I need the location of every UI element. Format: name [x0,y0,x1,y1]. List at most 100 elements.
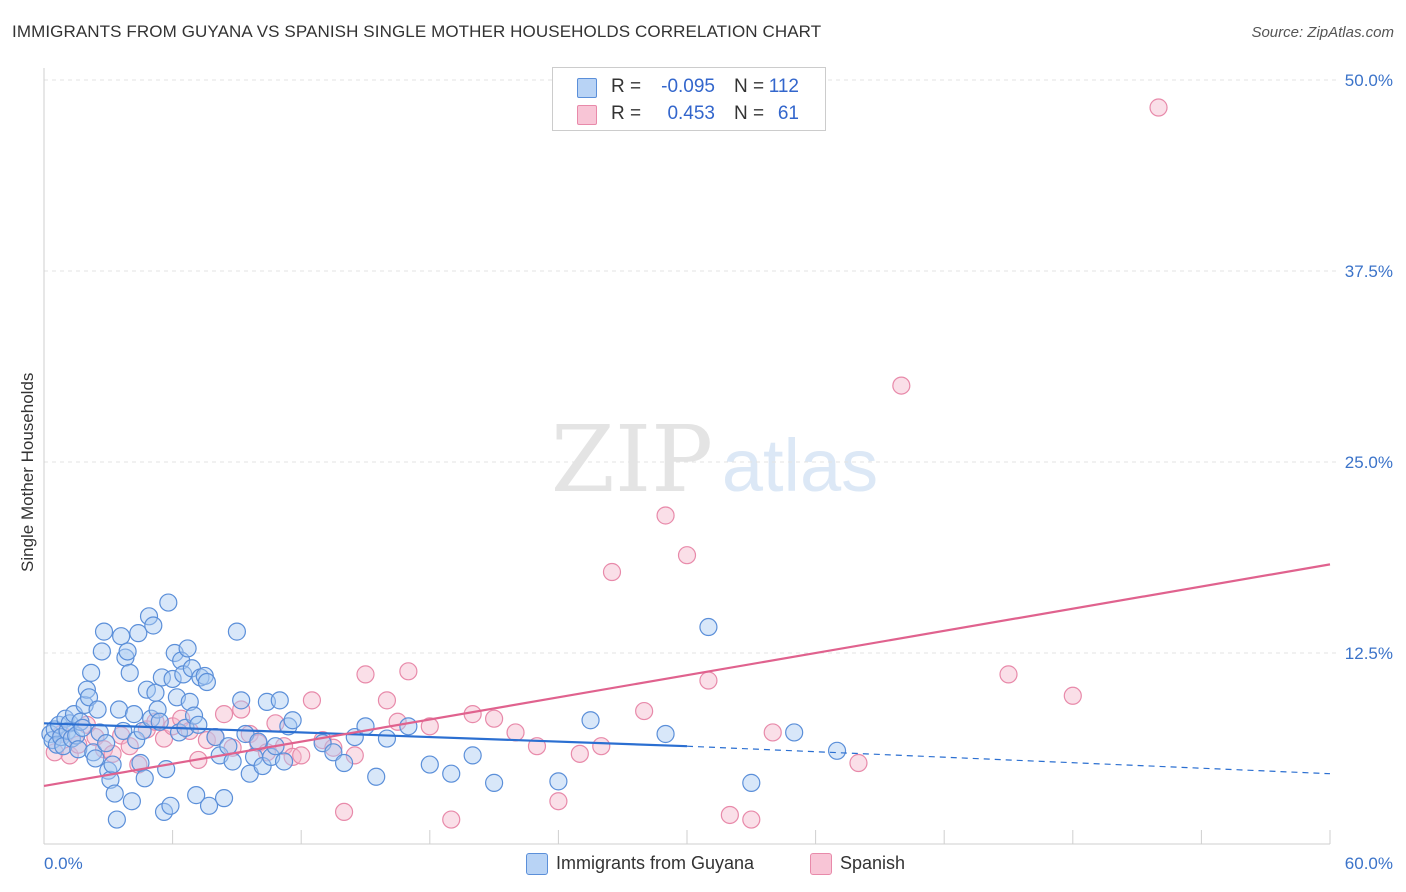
data-point [442,764,461,783]
data-point [999,665,1018,684]
data-point [67,726,86,745]
data-point [150,712,169,731]
data-point [549,772,568,791]
y-tick-label: 37.5% [1345,262,1393,281]
data-point [274,752,294,771]
data-point [184,706,204,725]
r-label: R = [611,76,642,97]
data-point [120,663,139,682]
data-point [592,737,611,756]
data-point [129,624,148,643]
legend-swatch-spanish [810,853,832,875]
data-point [302,691,322,710]
guyana-trend-line [43,722,688,748]
data-point [199,796,219,815]
data-point [103,755,122,774]
data-point [178,639,197,658]
data-point [720,805,739,825]
data-point [367,767,386,786]
data-point [118,642,137,661]
data-point [144,616,163,635]
guyana-swatch [577,78,597,98]
data-point [283,711,302,730]
n-value: 61 [777,103,799,124]
data-point [103,744,122,763]
data-point [656,506,675,525]
source-label: Source: ZipAtlas.com [1251,24,1394,41]
legend-label-guyana: Immigrants from Guyana [556,853,755,873]
data-point [112,627,131,646]
data-point [105,784,124,803]
data-point [677,546,697,565]
data-point [82,663,101,682]
guyana-points [41,593,847,829]
y-tick-label: 25.0% [1345,453,1393,472]
n-label: N = [734,76,765,97]
data-point [420,717,439,736]
watermark-zip: ZIP [551,406,713,513]
n-value: 112 [768,76,799,97]
data-point [1149,98,1168,117]
data-point [122,792,141,811]
data-point [97,734,116,753]
axes [43,68,1331,845]
data-point [180,692,199,711]
watermark: ZIP atlas [551,406,878,513]
data-point [581,711,600,730]
trend-lines [43,563,1331,788]
data-point [420,755,439,774]
data-point [124,705,144,724]
x-tick-labels: 0.0% 60.0% [44,854,1393,873]
data-point [377,729,397,748]
data-point [324,738,343,757]
data-point [187,786,206,805]
chart-title: IMMIGRANTS FROM GUYANA VS SPANISH SINGLE… [12,22,822,41]
data-point [849,753,868,773]
data-point [742,773,761,792]
data-point [399,717,418,736]
data-point [699,671,718,690]
data-point [602,562,622,582]
legend-swatch-guyana [526,853,548,875]
data-point [334,753,354,773]
data-point [485,709,504,728]
x-tick-label: 60.0% [1345,854,1393,873]
data-point [73,718,92,737]
data-point [163,669,182,689]
data-point [827,741,847,760]
data-point [292,746,311,765]
data-point [324,743,343,762]
data-point [159,593,178,612]
data-point [334,802,354,822]
data-point [270,691,289,710]
data-point [892,376,911,395]
data-point [107,810,126,829]
r-value: -0.095 [661,76,715,97]
data-point [570,744,589,763]
n-label: N = [734,103,765,124]
data-point [785,723,804,742]
legend-label-spanish: Spanish [840,853,906,873]
data-point [197,672,216,692]
data-point [699,617,718,637]
data-point [189,715,208,734]
data-point [485,773,504,792]
data-point [88,700,107,719]
data-point [135,769,154,788]
data-point [1063,686,1082,705]
data-point [214,705,234,724]
r-value: 0.453 [667,103,715,124]
data-point [377,691,397,710]
data-point [506,723,525,742]
r-label: R = [611,103,642,124]
spanish-points [45,98,1168,829]
data-point [214,789,234,808]
data-point [635,701,654,721]
data-point [127,730,146,750]
data-point [463,746,482,765]
guyana-trend-extension [686,745,1331,775]
data-point [86,749,105,768]
y-tick-label: 50.0% [1345,71,1393,90]
spanish-trend-line [43,563,1331,788]
